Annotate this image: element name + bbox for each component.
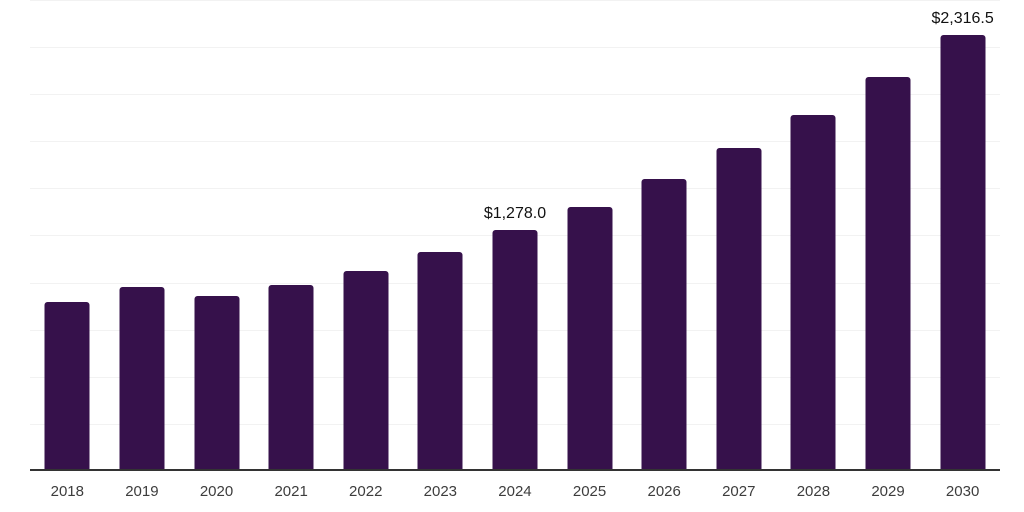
gridline-2250 <box>30 47 1000 48</box>
x-tick-2019: 2019 <box>125 483 159 500</box>
bar-slot-2024: $1,278.0 <box>478 0 553 471</box>
x-tick-2022: 2022 <box>349 483 383 500</box>
x-tick-2025: 2025 <box>572 483 607 500</box>
bar-slot-2022 <box>328 0 403 471</box>
bar-slot-2030: $2,316.5 <box>925 0 1000 471</box>
x-tick-2028: 2028 <box>796 483 831 500</box>
x-tick-2030: 2030 <box>945 483 980 500</box>
gridline-2000 <box>30 94 1000 95</box>
bar-2018 <box>44 302 90 471</box>
x-axis-tick-labels: 2018 2019 2020 2021 2022 2023 2024 2025 2026 2027… <box>30 483 1000 500</box>
bar-slot-2023 <box>403 0 478 471</box>
bar-value-label-2030: $2,316.5 <box>931 9 994 27</box>
bar-2026 <box>641 179 687 471</box>
bar-2024 <box>492 230 538 471</box>
x-tick-2018: 2018 <box>50 483 84 500</box>
x-tick-2021: 2021 <box>274 483 308 500</box>
bar-slot-2018 <box>30 0 105 471</box>
bar-slot-2025 <box>552 0 627 471</box>
bar-slot-2021 <box>254 0 329 471</box>
bar-slot-2019 <box>105 0 180 471</box>
bar-2021 <box>268 285 314 471</box>
gridline-2500 <box>30 0 1000 1</box>
bar-2019 <box>119 287 165 471</box>
bar-slot-2027 <box>701 0 776 471</box>
gridline-1750 <box>30 141 1000 142</box>
bar-2027 <box>716 148 762 471</box>
x-tick-2024: 2024 <box>498 483 532 500</box>
bar-slot-2028 <box>776 0 851 471</box>
x-tick-2027: 2027 <box>722 483 756 500</box>
bar-slot-2029 <box>851 0 926 471</box>
bar-2028 <box>790 115 836 471</box>
x-tick-2026: 2026 <box>647 483 681 500</box>
gridline-1500 <box>30 188 1000 189</box>
bars-container: $1,278.0 $2,316.5 <box>30 0 1000 471</box>
bar-slot-2026 <box>627 0 702 471</box>
x-tick-2029: 2029 <box>871 483 905 500</box>
bar-2020 <box>194 295 240 471</box>
bar-2029 <box>865 76 911 471</box>
bar-2030 <box>940 34 986 471</box>
bar-slot-2020 <box>179 0 254 471</box>
bar-2025 <box>567 206 613 471</box>
x-tick-2020: 2020 <box>199 483 234 500</box>
x-axis-line <box>30 469 1000 471</box>
bar-2022 <box>343 270 389 471</box>
bar-2023 <box>417 252 463 471</box>
plot-area: $1,278.0 $2,316.5 <box>30 0 1000 471</box>
bar-value-label-2024: $1,278.0 <box>483 205 547 223</box>
x-tick-2023: 2023 <box>423 483 458 500</box>
